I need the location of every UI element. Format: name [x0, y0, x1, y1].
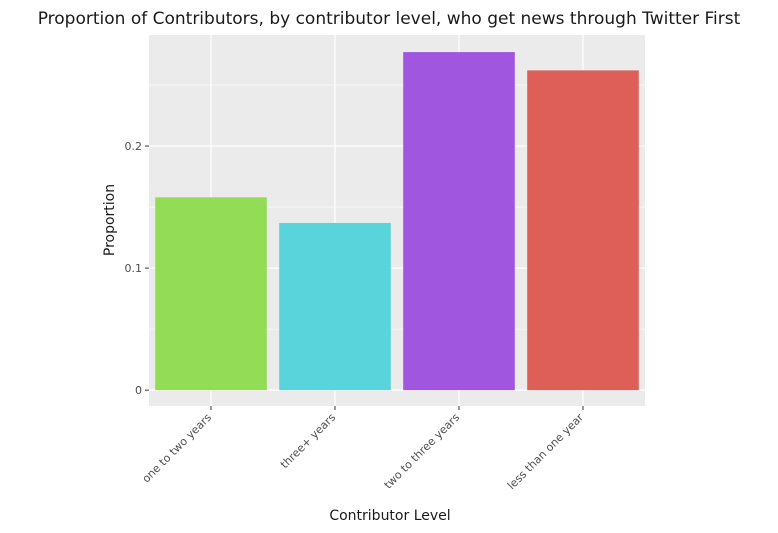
x-axis-title: Contributor Level: [329, 508, 450, 524]
x-tick-label: three+ years: [278, 411, 338, 471]
bar-one-to-two-years: [155, 197, 267, 391]
y-tick-label: 0: [135, 384, 142, 397]
x-tick-label: one to two years: [140, 411, 215, 486]
x-tick-label: less than one year: [505, 411, 587, 493]
bar-two-to-three-years: [403, 52, 515, 391]
x-axis: one to two years three+ years two to three…: [140, 406, 587, 493]
y-axis-title: Proportion: [102, 184, 118, 256]
y-tick-label: 0.2: [125, 140, 143, 153]
bar-three-years: [279, 222, 391, 391]
bar-less-than-one-year: [527, 70, 639, 391]
y-tick-label: 0.1: [125, 262, 143, 275]
y-axis: 0 0.1 0.2: [125, 140, 149, 397]
bars: [155, 52, 639, 391]
x-tick-label: two to three years: [382, 411, 463, 492]
chart-title: Proportion of Contributors, by contribut…: [38, 9, 741, 29]
